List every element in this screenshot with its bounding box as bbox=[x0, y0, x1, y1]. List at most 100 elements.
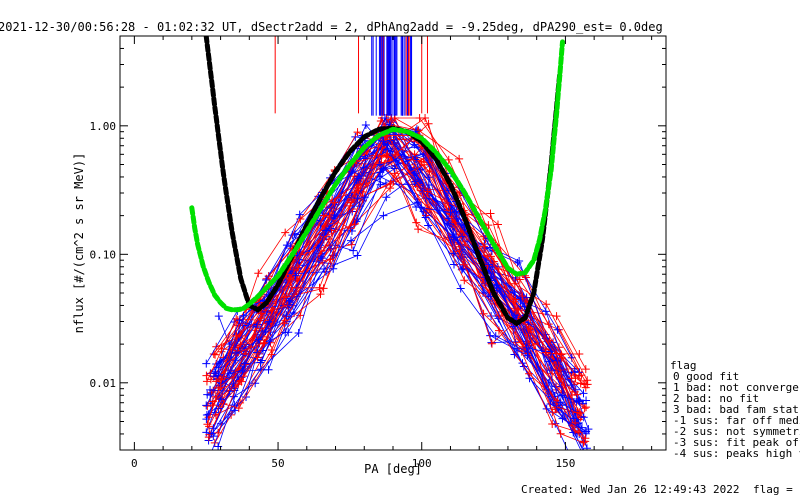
x-tick-label: 0 bbox=[131, 457, 138, 470]
data-point-marker bbox=[265, 337, 274, 346]
flag-value: flag = 0 bbox=[753, 483, 800, 496]
data-point-marker bbox=[386, 184, 395, 193]
data-point-marker bbox=[285, 273, 294, 282]
data-point-marker bbox=[389, 177, 398, 186]
data-point-marker bbox=[214, 404, 223, 413]
created-timestamp: Created: Wed Jan 26 12:49:43 2022 bbox=[521, 483, 740, 496]
data-point-marker bbox=[216, 375, 225, 384]
data-point-marker bbox=[379, 163, 388, 172]
data-point-marker bbox=[523, 348, 532, 357]
data-point-marker bbox=[234, 380, 243, 389]
data-point-marker bbox=[240, 359, 249, 368]
legend-entry: -3 sus: fit peak off 9 bbox=[673, 436, 800, 449]
data-point-marker bbox=[381, 114, 390, 123]
data-point-marker bbox=[449, 232, 458, 241]
data-layer bbox=[202, 36, 593, 459]
fit-layer bbox=[189, 36, 565, 327]
data-point-marker bbox=[261, 275, 270, 284]
data-point-marker bbox=[235, 376, 244, 385]
data-point-marker bbox=[232, 331, 241, 340]
data-point-marker bbox=[379, 137, 388, 146]
data-point-marker bbox=[329, 264, 338, 273]
data-point-marker bbox=[265, 317, 274, 326]
data-point-marker bbox=[456, 284, 465, 293]
data-point-marker bbox=[458, 264, 467, 273]
data-point-marker bbox=[390, 164, 399, 173]
data-point-marker bbox=[583, 450, 591, 458]
data-point-marker bbox=[581, 451, 589, 459]
legend: flag 0 good fit 1 bad: not converge 2 ba… bbox=[670, 359, 800, 460]
data-point-marker bbox=[567, 381, 576, 390]
data-point-marker bbox=[525, 369, 534, 378]
data-point-marker bbox=[254, 269, 263, 278]
y-axis-label: nflux [#/(cm^2 s sr MeV)] bbox=[72, 153, 86, 334]
data-point-marker bbox=[351, 132, 360, 141]
data-point-marker bbox=[424, 119, 433, 128]
data-point-marker bbox=[390, 150, 399, 159]
data-point-marker bbox=[347, 240, 356, 249]
data-point-marker bbox=[459, 260, 468, 269]
data-point-marker bbox=[232, 314, 241, 323]
data-point-marker bbox=[267, 350, 276, 359]
data-point-marker bbox=[519, 293, 528, 302]
data-point-marker bbox=[494, 265, 503, 274]
data-point-marker bbox=[420, 160, 429, 169]
data-point-marker bbox=[256, 358, 265, 367]
data-point-marker bbox=[558, 414, 567, 423]
data-point-marker bbox=[541, 348, 550, 357]
data-point-marker bbox=[491, 332, 500, 341]
data-point-marker bbox=[522, 343, 531, 352]
data-point-marker bbox=[294, 329, 303, 338]
data-point-marker bbox=[202, 371, 211, 380]
x-axis-label: PA [deg] bbox=[364, 462, 422, 476]
data-point-marker bbox=[414, 225, 423, 234]
data-point-marker bbox=[361, 154, 370, 163]
data-point-marker bbox=[210, 449, 212, 450]
data-point-marker bbox=[460, 276, 469, 285]
data-point-marker bbox=[548, 419, 557, 428]
data-point-marker bbox=[552, 312, 561, 321]
sweep-line bbox=[205, 123, 587, 433]
data-point-marker bbox=[581, 365, 590, 374]
data-point-marker bbox=[411, 155, 420, 164]
data-point-marker bbox=[281, 228, 290, 237]
data-point-marker bbox=[579, 389, 588, 398]
data-point-marker bbox=[567, 374, 576, 383]
data-point-marker bbox=[214, 428, 223, 437]
data-point-marker bbox=[412, 202, 421, 211]
data-point-marker bbox=[582, 427, 591, 436]
data-point-marker bbox=[316, 290, 325, 299]
data-point-marker bbox=[285, 296, 294, 305]
data-point-marker bbox=[264, 365, 273, 374]
data-point-marker bbox=[415, 180, 424, 189]
data-point-marker bbox=[515, 257, 524, 266]
data-point-marker bbox=[203, 420, 212, 429]
data-point-marker bbox=[207, 429, 216, 438]
data-point-marker bbox=[515, 275, 524, 284]
data-point-marker bbox=[353, 128, 362, 137]
data-point-marker bbox=[382, 193, 391, 202]
data-point-marker bbox=[415, 114, 424, 123]
fit-curve-green bbox=[189, 39, 565, 313]
data-point-marker bbox=[360, 193, 369, 202]
data-point-marker bbox=[413, 198, 422, 207]
data-point-marker bbox=[346, 236, 355, 245]
data-point-marker bbox=[349, 246, 358, 255]
data-point-marker bbox=[494, 220, 503, 229]
data-point-marker bbox=[495, 311, 504, 320]
legend-entry: -2 sus: not symmetric bbox=[673, 425, 800, 438]
data-point-marker bbox=[353, 194, 362, 203]
data-point-marker bbox=[556, 429, 565, 438]
data-point-marker bbox=[455, 154, 464, 163]
data-point-marker bbox=[282, 311, 291, 320]
data-point-marker bbox=[541, 307, 550, 316]
data-point-marker bbox=[361, 120, 370, 129]
data-point-marker bbox=[254, 335, 263, 344]
data-point-marker bbox=[446, 208, 455, 217]
data-point-marker bbox=[202, 359, 211, 368]
data-point-marker bbox=[209, 424, 218, 433]
data-point-marker bbox=[234, 404, 243, 413]
data-point-marker bbox=[359, 163, 368, 172]
data-point-marker bbox=[479, 242, 488, 251]
